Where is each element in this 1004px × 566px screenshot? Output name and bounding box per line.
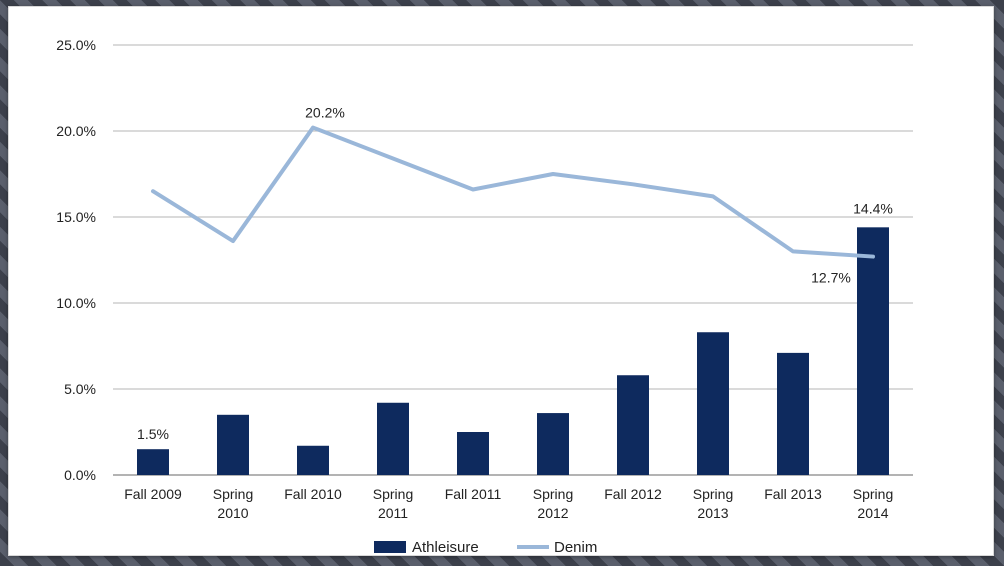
x-tick-label: 2011 xyxy=(378,505,408,521)
bar xyxy=(857,227,889,475)
y-tick-label: 15.0% xyxy=(56,209,96,225)
bar xyxy=(137,449,169,475)
x-tick-label: 2010 xyxy=(217,505,248,521)
line-series-denim xyxy=(151,125,875,259)
y-tick-label: 25.0% xyxy=(56,37,96,53)
data-label: 20.2% xyxy=(305,105,345,121)
bar xyxy=(457,432,489,475)
x-tick-label: Spring xyxy=(373,486,413,502)
x-tick-label: Fall 2011 xyxy=(445,486,502,502)
x-tick-label: 2013 xyxy=(697,505,728,521)
legend-swatch-athleisure xyxy=(374,541,406,553)
bar xyxy=(217,414,249,475)
chart-card xyxy=(8,6,994,556)
legend-label-denim: Denim xyxy=(554,539,597,556)
y-tick-label: 20.0% xyxy=(56,123,96,139)
x-tick-label: Spring xyxy=(853,486,893,502)
y-tick-label: 10.0% xyxy=(56,295,96,311)
y-tick-label: 5.0% xyxy=(64,381,96,397)
data-label: 14.4% xyxy=(853,200,893,216)
bar xyxy=(777,352,809,475)
bar xyxy=(697,332,729,475)
x-tick-label: Spring xyxy=(533,486,573,502)
x-tick-label: Fall 2012 xyxy=(604,486,662,502)
data-label: 1.5% xyxy=(137,426,169,442)
bar xyxy=(617,375,649,475)
bar xyxy=(297,445,329,475)
x-tick-label: Spring xyxy=(693,486,733,502)
y-tick-label: 0.0% xyxy=(64,467,96,483)
bar xyxy=(377,402,409,475)
x-tick-label: Spring xyxy=(213,486,253,502)
x-tick-label: Fall 2009 xyxy=(124,486,182,502)
legend-label-athleisure: Athleisure xyxy=(412,539,479,556)
data-label: 12.7% xyxy=(811,270,851,286)
x-tick-label: Fall 2010 xyxy=(284,486,342,502)
x-tick-label: Fall 2013 xyxy=(764,486,822,502)
bar xyxy=(537,413,569,475)
x-tick-label: 2012 xyxy=(537,505,568,521)
x-tick-label: 2014 xyxy=(857,505,888,521)
